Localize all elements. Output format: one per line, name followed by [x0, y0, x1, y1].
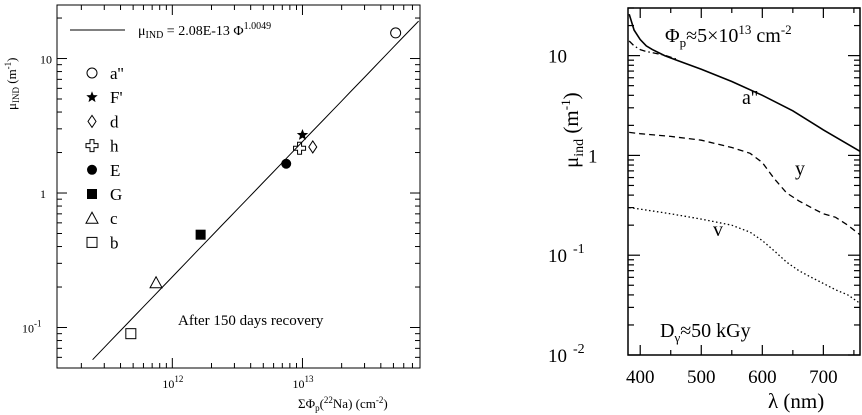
- fit-legend-label: μIND = 2.08E-13 Φ1.0049: [138, 21, 271, 41]
- series-label-a: a'': [742, 87, 758, 109]
- legend-marker: [85, 211, 99, 224]
- data-point-a: [390, 27, 402, 39]
- dose-annotation: Dγ≈50 kGy: [660, 320, 751, 345]
- left-axis-ticks: 1012 1013 10-1 1 10: [22, 5, 421, 391]
- legend-label: a'': [110, 64, 124, 83]
- left-plot-frame: [56, 4, 421, 369]
- data-point-b: [125, 328, 137, 340]
- y-tick-label: 1: [40, 187, 46, 201]
- data-point-G: [195, 229, 206, 240]
- fluence-annotation: Φp≈5×1013 cm-2: [665, 22, 792, 50]
- legend-marker: [86, 236, 98, 248]
- legend-label: E: [110, 161, 120, 180]
- legend-marker: [87, 189, 97, 199]
- left-y-axis-label: μIND (m-1): [3, 57, 21, 110]
- series-label-y: y: [795, 158, 805, 180]
- legend-label: b: [110, 233, 119, 252]
- legend-label: h: [110, 137, 119, 156]
- legend-label: F': [110, 88, 123, 107]
- left-x-axis-label: ΣΦp(22Na) (cm-2): [298, 395, 388, 413]
- y-tick-label: 10-1: [22, 319, 42, 336]
- right-plot-frame: [627, 7, 861, 356]
- x-tick-label: 700: [809, 367, 838, 388]
- legend-label: d: [110, 112, 119, 131]
- data-point-E: [281, 158, 292, 169]
- y-tick-label: 10: [40, 53, 52, 67]
- right-chart: 400 500 600 700 10 1 10-1 10-2 a'' y v Φp≈5×101…: [548, 7, 861, 413]
- series-line-dashed: [629, 131, 861, 236]
- fit-line: [92, 20, 419, 361]
- x-tick-label: 1012: [162, 374, 183, 391]
- right-data-lines: [628, 13, 861, 304]
- y-tick-label: 10 -2: [548, 342, 585, 367]
- right-x-axis-label: λ (nm): [768, 389, 824, 413]
- legend-marker: [86, 91, 98, 103]
- data-point-c: [149, 275, 163, 289]
- legend-marker: [87, 164, 97, 175]
- left-fit-line-group: [92, 20, 419, 361]
- legend-label: G: [110, 185, 122, 204]
- legend-marker: [86, 67, 98, 79]
- left-annotation: After 150 days recovery: [178, 313, 324, 329]
- x-tick-label: 1013: [292, 374, 314, 391]
- series-line-dotted: [629, 206, 861, 304]
- right-axis-ticks: 400 500 600 700 10 1 10-1 10-2: [548, 7, 860, 388]
- right-y-axis-label: μind (m-1): [558, 92, 587, 168]
- x-tick-label: 400: [626, 367, 655, 388]
- data-point-F: [296, 129, 309, 140]
- x-tick-label: 500: [687, 367, 716, 388]
- y-tick-label: 1: [588, 146, 598, 167]
- data-point-d: [308, 140, 318, 154]
- x-tick-label: 600: [748, 367, 777, 388]
- legend-marker: [87, 114, 97, 129]
- data-point-h: [293, 141, 307, 155]
- series-label-v: v: [713, 219, 723, 241]
- y-tick-label: 10-1: [548, 242, 585, 267]
- left-data-points: [125, 27, 402, 340]
- legend-marker: [85, 139, 99, 153]
- legend-label: c: [110, 209, 118, 228]
- y-tick-label: 10: [548, 47, 567, 68]
- series-line-solid: [628, 13, 861, 152]
